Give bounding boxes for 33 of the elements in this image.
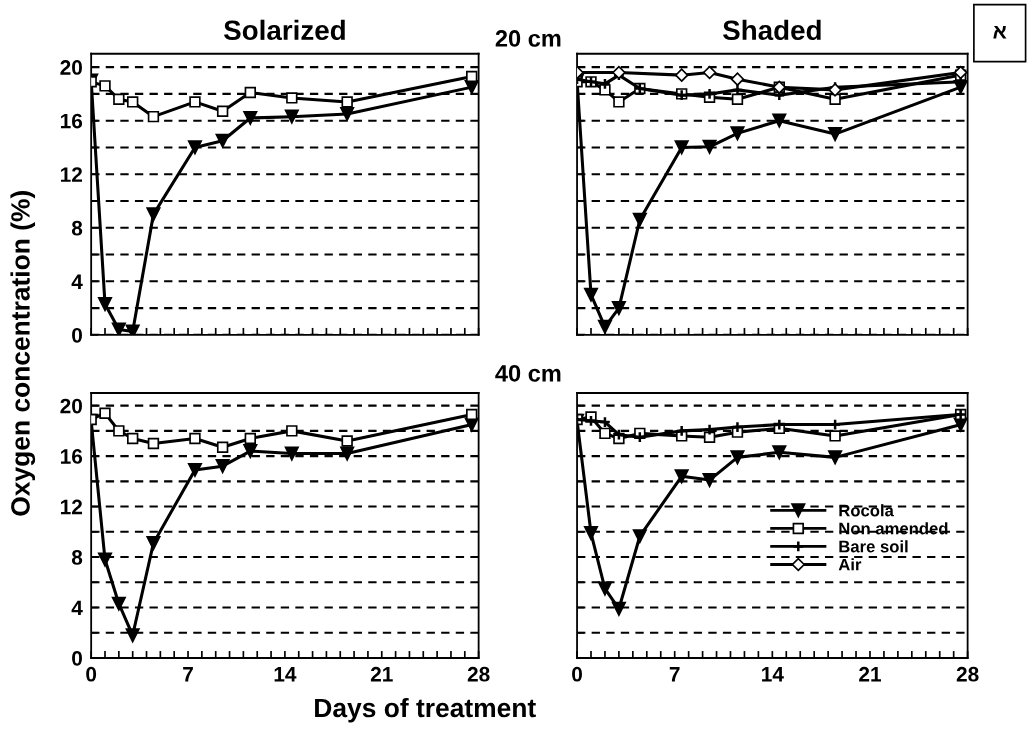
y-tick-label: 8 [71, 220, 83, 236]
chart-title: Shaded [722, 19, 821, 41]
y-tick-label: 20 [60, 398, 82, 414]
y-tick-label: 12 [60, 167, 82, 182]
legend-label: Bare soil [839, 540, 908, 553]
legend-label: Non amended [839, 522, 948, 535]
y-tick-label: 0 [72, 327, 82, 343]
legend-label: Rocola [839, 504, 894, 517]
x-axis-title: Days of treatment [315, 697, 536, 723]
x-tick-label: 7 [669, 667, 680, 682]
x-tick-label: 14 [762, 667, 784, 682]
y-tick-label: 16 [60, 113, 83, 129]
x-tick-label: 7 [183, 667, 193, 682]
y-tick-label: 8 [71, 550, 83, 565]
y-tick-label: 4 [71, 600, 83, 616]
x-tick-label: 14 [274, 667, 297, 682]
y-tick-label: 4 [71, 274, 83, 289]
x-tick-label: 21 [859, 666, 881, 682]
y-tick-label: 16 [60, 449, 83, 464]
y-tick-label: 20 [60, 60, 82, 75]
x-tick-label: 28 [467, 666, 490, 682]
x-tick-label: 28 [956, 666, 979, 682]
x-tick-label: 0 [572, 666, 582, 682]
y-axis-title: Oxygen concentration (%) [10, 191, 36, 516]
chart-title: Solarized [223, 19, 345, 41]
x-tick-label: 21 [370, 666, 393, 682]
text: 40 cm [495, 364, 561, 382]
y-tick-label: 12 [60, 499, 82, 515]
x-tick-label: 0 [86, 666, 97, 682]
y-tick-label: 0 [72, 650, 82, 666]
text: 20 cm [495, 30, 561, 47]
legend-label: Air [838, 558, 862, 571]
text: א [993, 25, 1007, 39]
